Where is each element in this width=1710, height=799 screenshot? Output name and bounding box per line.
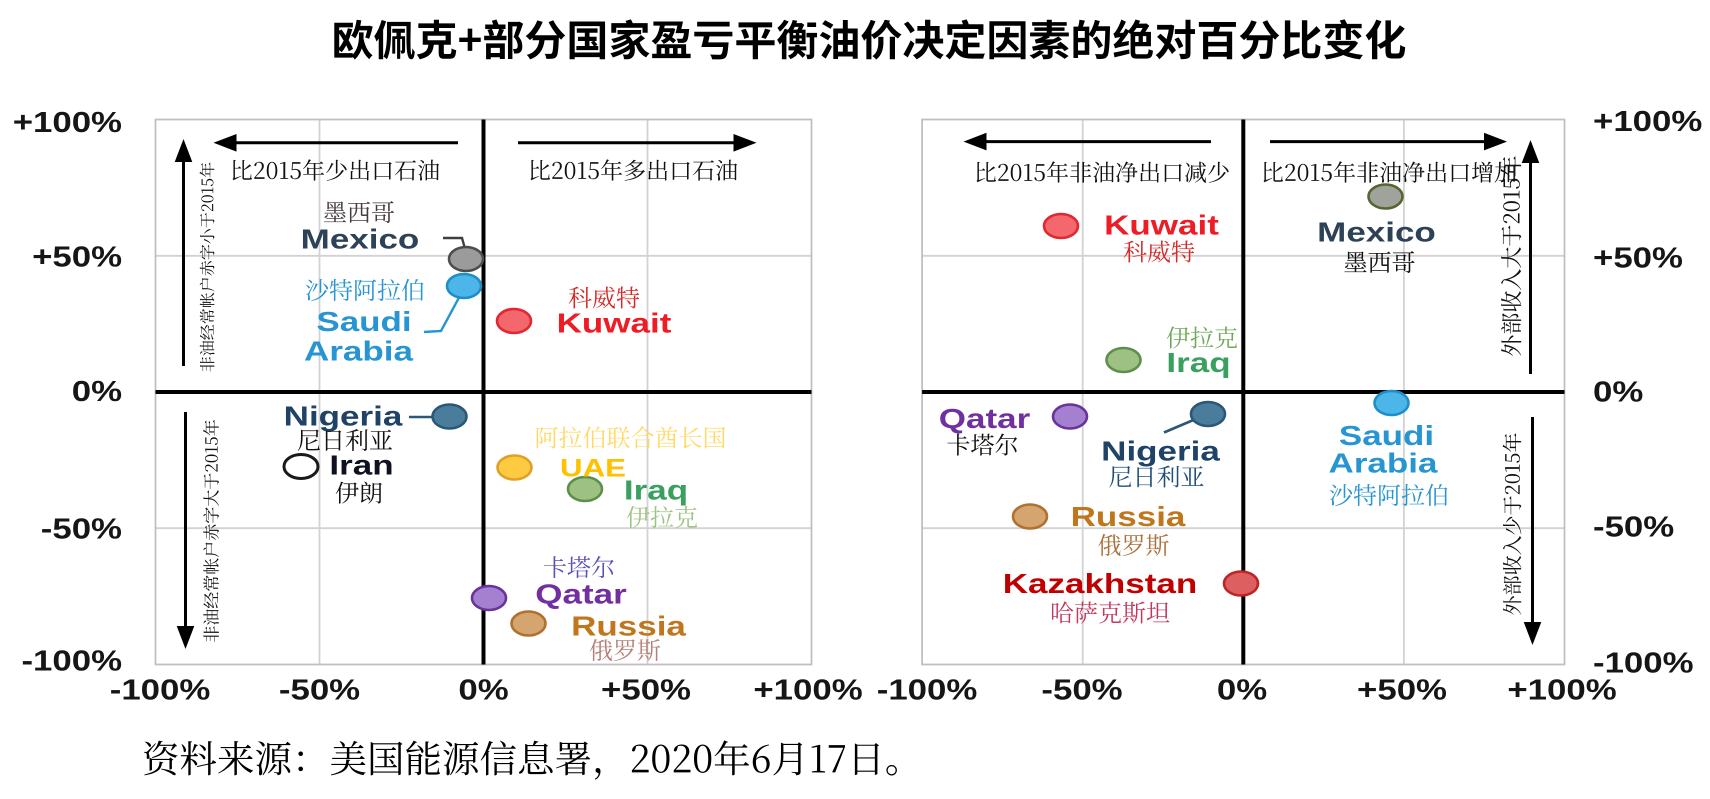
svg-text:-100%: -100% — [877, 673, 978, 706]
svg-text:-50%: -50% — [279, 673, 360, 706]
svg-text:Arabia: Arabia — [304, 335, 413, 367]
svg-text:Kuwait: Kuwait — [1104, 209, 1219, 241]
svg-text:-100%: -100% — [110, 673, 211, 706]
svg-text:+100%: +100% — [13, 106, 122, 139]
svg-text:Arabia: Arabia — [1329, 447, 1438, 479]
svg-text:+100%: +100% — [1507, 673, 1616, 706]
svg-text:-100%: -100% — [1593, 646, 1694, 679]
svg-text:+100%: +100% — [753, 673, 862, 706]
svg-text:Nigeria: Nigeria — [284, 400, 403, 432]
svg-text:-50%: -50% — [1593, 510, 1674, 543]
svg-text:Qatar: Qatar — [939, 402, 1030, 434]
svg-text:Qatar: Qatar — [535, 578, 626, 610]
svg-text:+50%: +50% — [1357, 673, 1447, 706]
svg-text:Kuwait: Kuwait — [557, 307, 672, 339]
svg-text:Kazakhstan: Kazakhstan — [1003, 567, 1197, 599]
svg-text:Iraq: Iraq — [1166, 346, 1230, 378]
svg-text:Iran: Iran — [329, 449, 393, 481]
svg-text:0%: 0% — [458, 673, 508, 706]
svg-text:+50%: +50% — [1593, 241, 1683, 274]
svg-text:0%: 0% — [72, 375, 122, 408]
svg-text:Mexico: Mexico — [301, 223, 420, 255]
svg-text:Saudi: Saudi — [316, 305, 411, 337]
svg-text:Russia: Russia — [571, 610, 686, 642]
svg-text:+100%: +100% — [1593, 105, 1702, 138]
svg-text:-100%: -100% — [21, 644, 122, 677]
svg-text:+50%: +50% — [601, 673, 691, 706]
svg-text:Iraq: Iraq — [624, 474, 688, 506]
svg-text:+50%: +50% — [32, 240, 122, 273]
svg-text:Russia: Russia — [1071, 500, 1186, 532]
svg-text:-50%: -50% — [41, 512, 122, 545]
svg-text:-50%: -50% — [1041, 673, 1122, 706]
svg-text:0%: 0% — [1593, 375, 1643, 408]
svg-text:Mexico: Mexico — [1317, 216, 1436, 248]
svg-text:UAE: UAE — [560, 453, 626, 481]
svg-text:Saudi: Saudi — [1339, 419, 1434, 451]
svg-text:0%: 0% — [1217, 673, 1267, 706]
svg-text:Nigeria: Nigeria — [1101, 435, 1220, 467]
